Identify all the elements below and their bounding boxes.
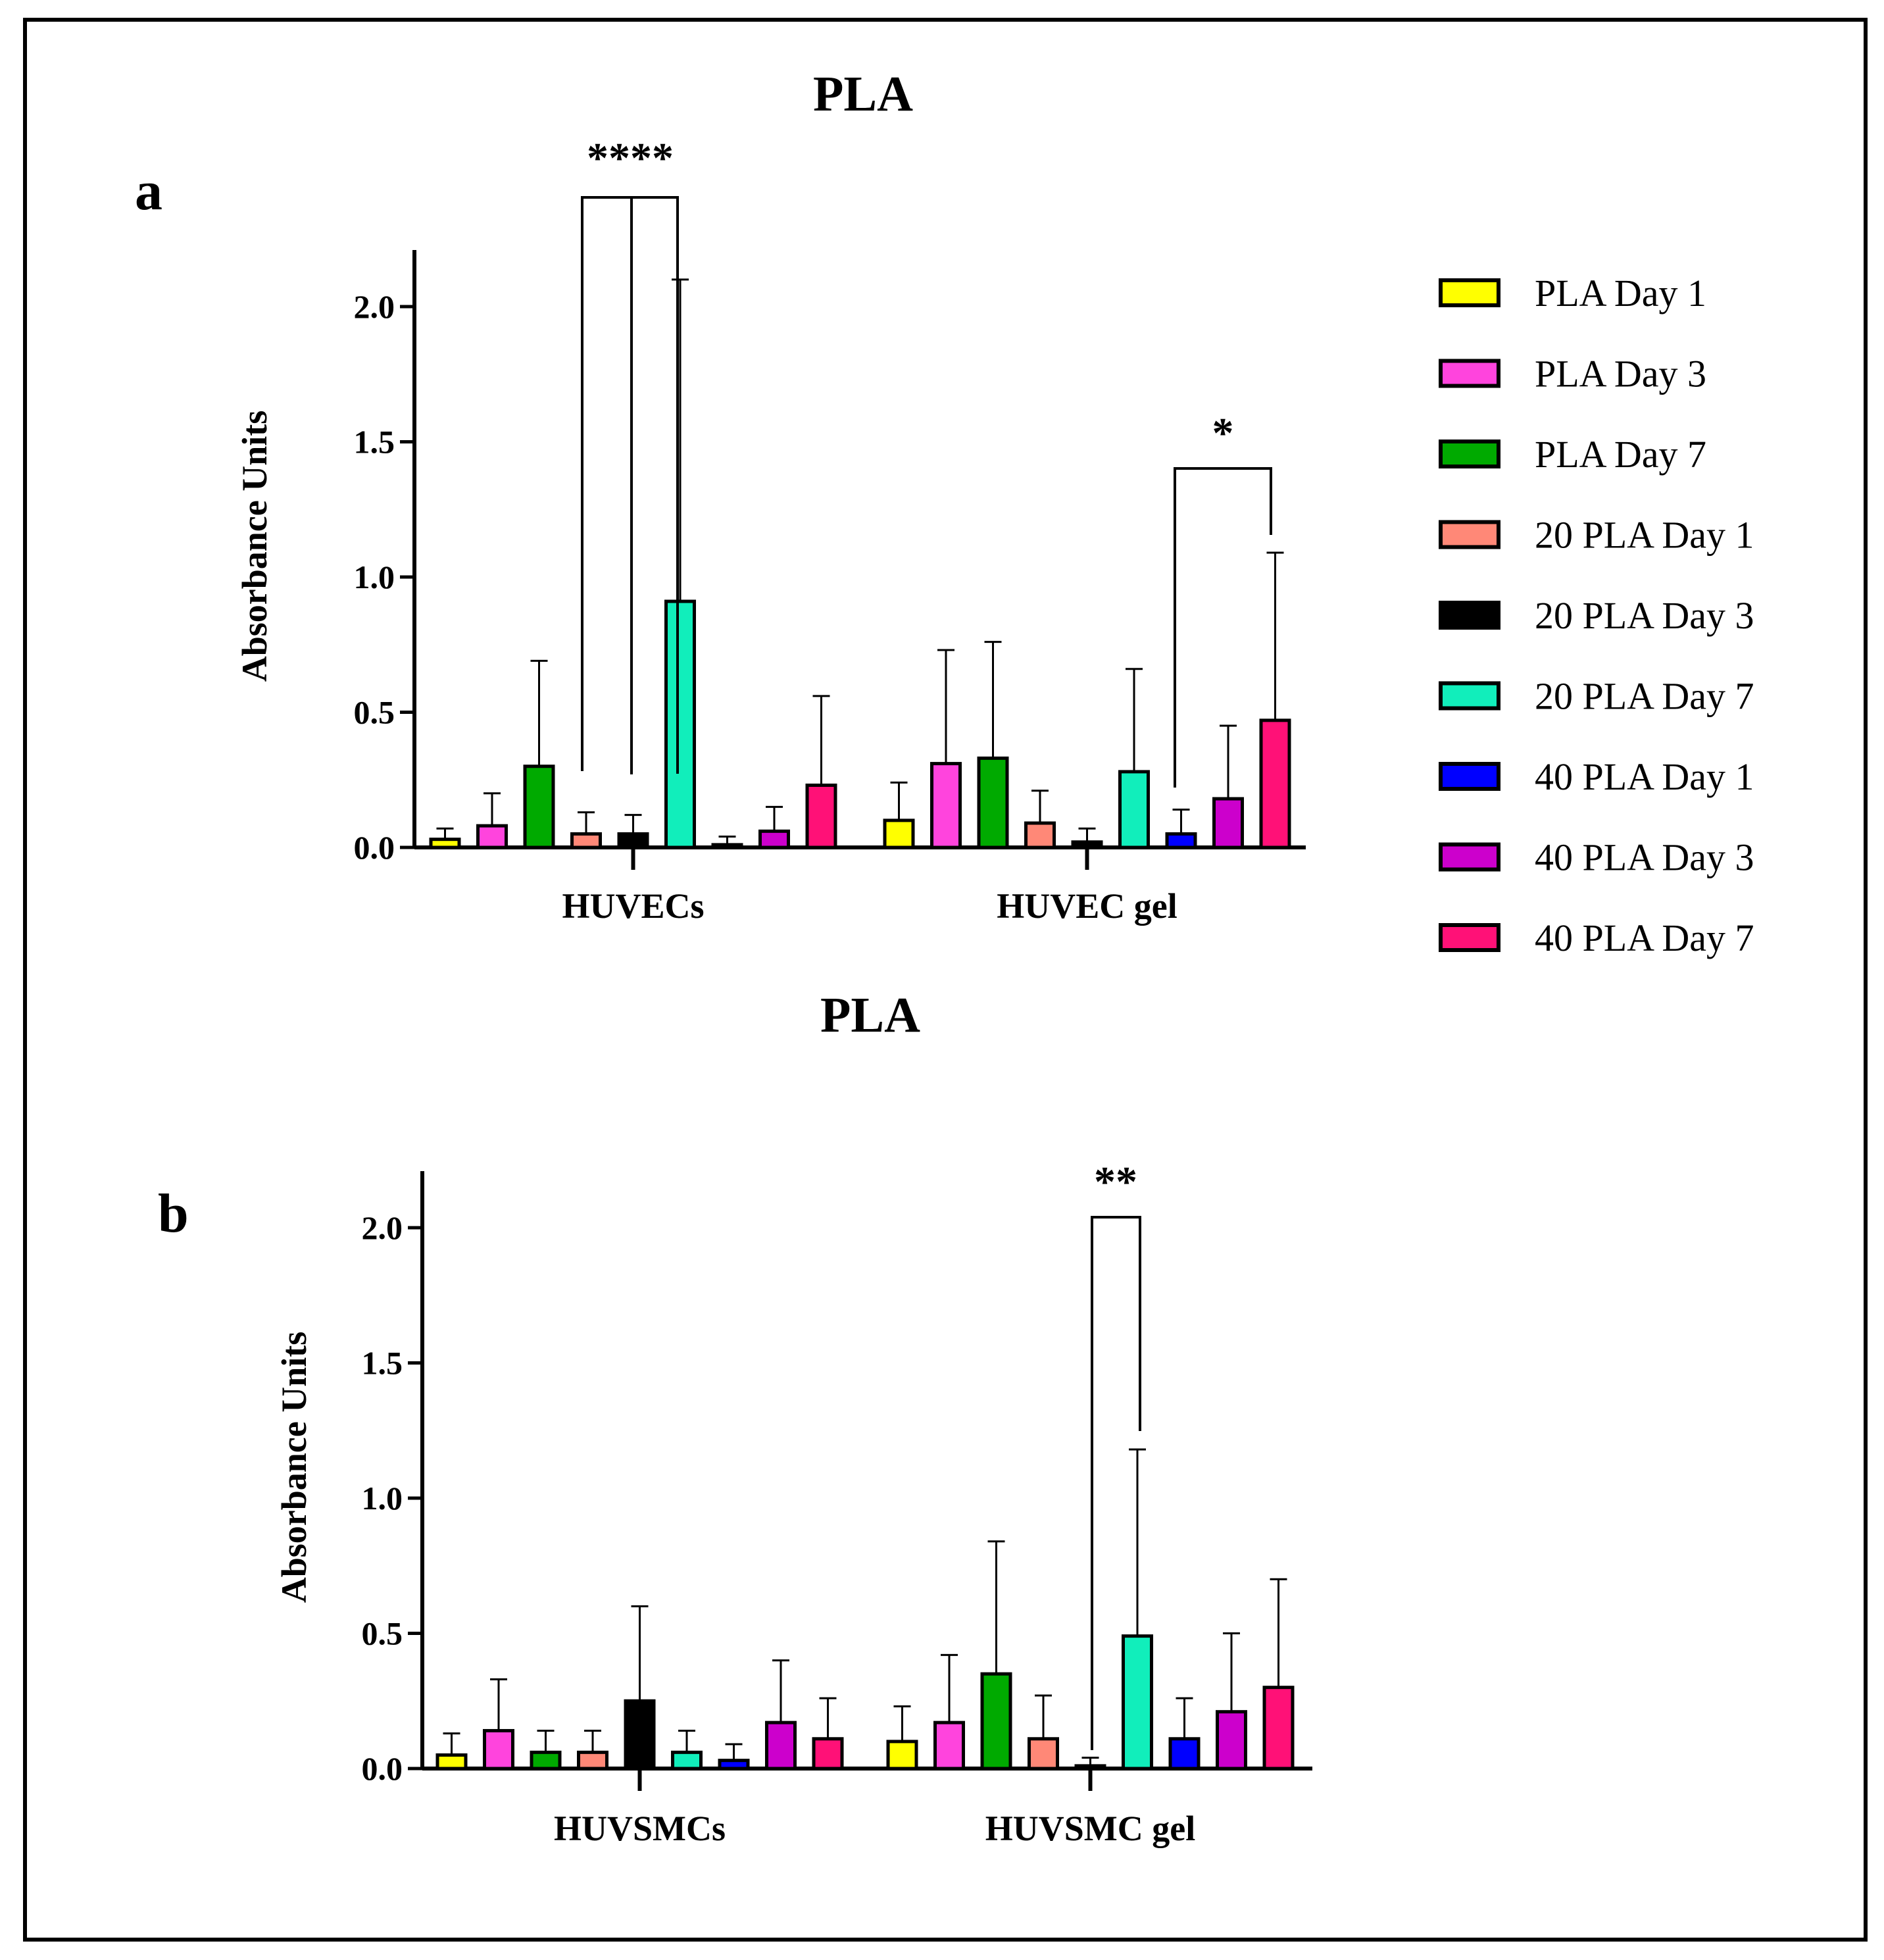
bar bbox=[530, 1750, 562, 1771]
legend-swatch bbox=[1439, 923, 1500, 952]
bar bbox=[933, 1721, 965, 1771]
significance-label: **** bbox=[587, 134, 674, 182]
category-label: HUVEC gel bbox=[997, 886, 1177, 926]
bar bbox=[476, 824, 508, 849]
legend: PLA Day 1 PLA Day 3 PLA Day 7 20 PLA Day 1 2… bbox=[1439, 272, 1754, 959]
panel-b-ylabel: Absorbance Units bbox=[274, 1332, 314, 1603]
bar bbox=[758, 829, 790, 849]
bar bbox=[1216, 1710, 1247, 1771]
y-tick-label: 0.0 bbox=[354, 829, 395, 866]
bar bbox=[1262, 1686, 1295, 1771]
y-tick-label: 0.5 bbox=[354, 694, 395, 731]
legend-label: 40 PLA Day 7 bbox=[1535, 917, 1754, 959]
bar bbox=[980, 1672, 1012, 1771]
legend-swatch bbox=[1439, 681, 1500, 711]
panel-a-ylabel: Absorbance Units bbox=[235, 411, 274, 682]
legend-label: PLA Day 3 bbox=[1535, 353, 1706, 395]
legend-swatch bbox=[1439, 601, 1500, 630]
legend-item: 40 PLA Day 7 bbox=[1439, 917, 1754, 959]
legend-swatch bbox=[1439, 359, 1500, 388]
legend-swatch bbox=[1439, 278, 1500, 307]
bar bbox=[1071, 840, 1103, 849]
bar bbox=[617, 832, 649, 849]
bar bbox=[711, 843, 743, 849]
bar bbox=[1212, 797, 1244, 849]
bar bbox=[1259, 718, 1291, 849]
panel-b-label: b bbox=[158, 1183, 189, 1244]
legend-label: PLA Day 1 bbox=[1535, 272, 1706, 314]
bar bbox=[886, 1740, 918, 1771]
y-tick-label: 1.0 bbox=[362, 1480, 403, 1517]
bar bbox=[977, 756, 1009, 849]
significance-label: * bbox=[1212, 409, 1234, 457]
y-tick-label: 1.5 bbox=[354, 424, 395, 461]
legend-item: 20 PLA Day 1 bbox=[1439, 514, 1754, 557]
y-tick-label: 0.5 bbox=[362, 1615, 403, 1652]
figure-frame bbox=[23, 18, 1868, 1942]
significance-bracket bbox=[581, 196, 679, 774]
y-tick-label: 2.0 bbox=[362, 1209, 403, 1246]
bar bbox=[1168, 1737, 1201, 1771]
bar bbox=[718, 1759, 750, 1771]
y-tick-label: 0.0 bbox=[362, 1750, 403, 1787]
legend-label: 40 PLA Day 1 bbox=[1535, 755, 1754, 798]
bar bbox=[664, 599, 696, 849]
panel-b-chart: 0.0 0.5 1.0 1.5 2.0 HUVSMCs HUVSMC gel ** bbox=[362, 1158, 1312, 1848]
legend-item: 20 PLA Day 7 bbox=[1439, 675, 1754, 718]
legend-item: 40 PLA Day 3 bbox=[1439, 836, 1754, 879]
bar bbox=[435, 1753, 468, 1771]
legend-label: 20 PLA Day 3 bbox=[1535, 594, 1754, 637]
bar bbox=[805, 783, 837, 849]
bar bbox=[671, 1750, 703, 1771]
legend-swatch bbox=[1439, 762, 1500, 791]
legend-item: PLA Day 3 bbox=[1439, 353, 1706, 395]
bar bbox=[1074, 1764, 1106, 1771]
significance-bracket bbox=[1091, 1216, 1141, 1750]
bar bbox=[1028, 1737, 1059, 1771]
bar bbox=[930, 762, 962, 849]
legend-item: 40 PLA Day 1 bbox=[1439, 755, 1754, 798]
bar bbox=[483, 1728, 514, 1771]
legend-swatch bbox=[1439, 842, 1500, 872]
y-tick-label: 1.0 bbox=[354, 559, 395, 595]
legend-label: 40 PLA Day 3 bbox=[1535, 836, 1754, 879]
legend-swatch bbox=[1439, 440, 1500, 468]
bar bbox=[1118, 770, 1150, 849]
legend-label: PLA Day 7 bbox=[1535, 433, 1706, 476]
bar bbox=[812, 1737, 844, 1771]
category-label: HUVSMC gel bbox=[985, 1809, 1195, 1848]
bar bbox=[1122, 1634, 1153, 1771]
bar bbox=[429, 838, 461, 849]
y-tick-label: 2.0 bbox=[354, 288, 395, 325]
bar bbox=[624, 1699, 656, 1771]
bar bbox=[523, 765, 555, 849]
bar bbox=[883, 818, 915, 849]
significance-bracket bbox=[1174, 467, 1272, 788]
y-tick-label: 1.5 bbox=[362, 1345, 403, 1382]
legend-swatch bbox=[1439, 520, 1500, 549]
bar bbox=[570, 832, 602, 849]
bar bbox=[1024, 821, 1056, 849]
category-label: HUVECs bbox=[562, 886, 704, 926]
significance-label: ** bbox=[1094, 1158, 1137, 1206]
bar bbox=[577, 1750, 608, 1771]
panel-a-label: a bbox=[135, 161, 162, 222]
legend-label: 20 PLA Day 7 bbox=[1535, 675, 1754, 718]
panel-a-title: PLA bbox=[813, 66, 913, 122]
category-label: HUVSMCs bbox=[554, 1809, 726, 1848]
bar bbox=[1165, 832, 1197, 849]
bar bbox=[765, 1721, 797, 1771]
legend-item: PLA Day 1 bbox=[1439, 272, 1706, 314]
legend-label: 20 PLA Day 1 bbox=[1535, 514, 1754, 557]
panel-b-title: PLA bbox=[820, 988, 920, 1043]
legend-item: PLA Day 7 bbox=[1439, 433, 1706, 476]
legend-item: 20 PLA Day 3 bbox=[1439, 594, 1754, 637]
